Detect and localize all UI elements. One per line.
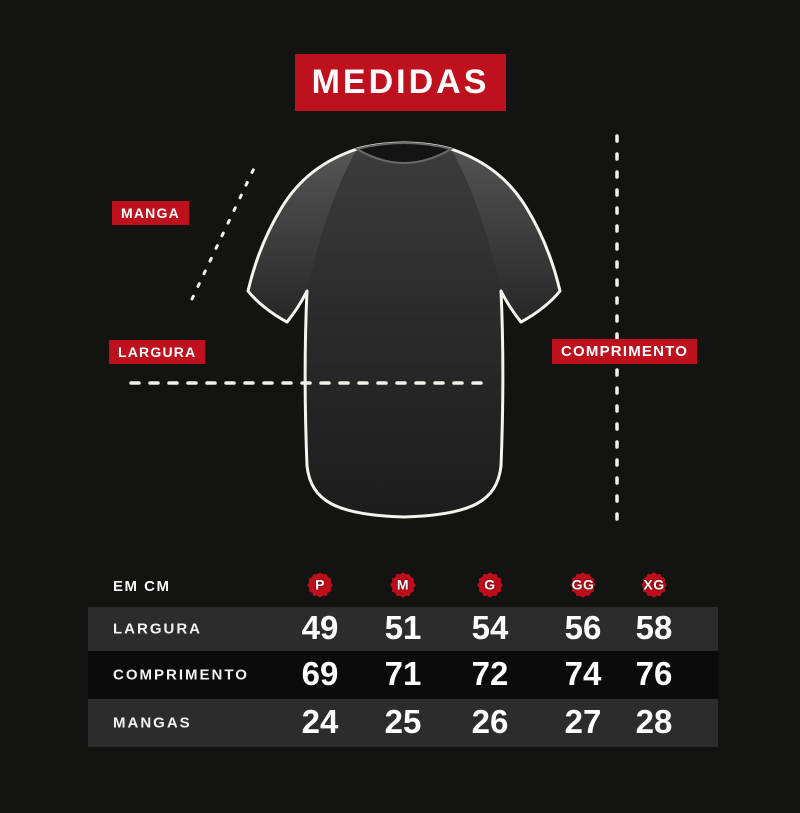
table-row-comprimento: COMPRIMENTO 69 71 72 74 76 <box>88 651 718 699</box>
size-badge-p: P <box>307 572 333 598</box>
cell-value: 71 <box>384 655 422 693</box>
table-row-mangas: MANGAS 24 25 26 27 28 <box>88 699 718 747</box>
cell-value: 54 <box>471 609 509 647</box>
cell-value: 76 <box>635 655 673 693</box>
unit-label: EM CM <box>113 578 171 595</box>
tshirt-illustration <box>246 141 562 519</box>
size-label-m: M <box>396 576 410 593</box>
row-label: LARGURA <box>113 620 202 638</box>
cell-value: 25 <box>384 703 422 741</box>
size-label-xg: XG <box>643 576 665 593</box>
title-banner: MEDIDAS <box>295 54 506 111</box>
manga-callout-text: MANGA <box>121 205 180 221</box>
size-label-p: P <box>315 576 325 593</box>
size-badge-gg: GG <box>570 572 596 598</box>
seal-badge-icon <box>390 572 416 598</box>
size-badge-g: G <box>477 572 503 598</box>
table-row-largura: LARGURA 49 51 54 56 58 <box>88 607 718 651</box>
cell-value: 58 <box>635 609 673 647</box>
tshirt-right-raglan-panel <box>451 149 560 322</box>
seal-badge-icon <box>307 572 333 598</box>
size-label-g: G <box>484 576 496 593</box>
cell-value: 49 <box>301 609 339 647</box>
row-label: MANGAS <box>113 714 192 732</box>
cell-value: 51 <box>384 609 422 647</box>
size-table-header: EM CM P M G GG <box>88 570 718 603</box>
cell-value: 24 <box>301 703 339 741</box>
size-label-gg: GG <box>571 576 595 593</box>
cell-value: 56 <box>564 609 602 647</box>
largura-callout: LARGURA <box>109 340 206 364</box>
size-badge-xg: XG <box>641 572 667 598</box>
seal-badge-icon <box>641 572 667 598</box>
row-label: COMPRIMENTO <box>113 666 249 684</box>
cell-value: 27 <box>564 703 602 741</box>
size-badge-m: M <box>390 572 416 598</box>
cell-value: 69 <box>301 655 339 693</box>
seal-badge-icon <box>570 572 596 598</box>
cell-value: 26 <box>471 703 509 741</box>
page-title: MEDIDAS <box>311 63 490 101</box>
manga-callout: MANGA <box>112 201 189 225</box>
tshirt-collar <box>354 142 454 164</box>
comprimento-callout: COMPRIMENTO <box>552 339 698 364</box>
largura-callout-text: LARGURA <box>118 344 197 360</box>
cell-value: 28 <box>635 703 673 741</box>
comprimento-callout-text: COMPRIMENTO <box>561 343 689 360</box>
tshirt-left-raglan-panel <box>248 149 357 322</box>
tshirt-body <box>248 143 560 517</box>
cell-value: 72 <box>471 655 509 693</box>
cell-value: 74 <box>564 655 602 693</box>
seal-badge-icon <box>477 572 503 598</box>
